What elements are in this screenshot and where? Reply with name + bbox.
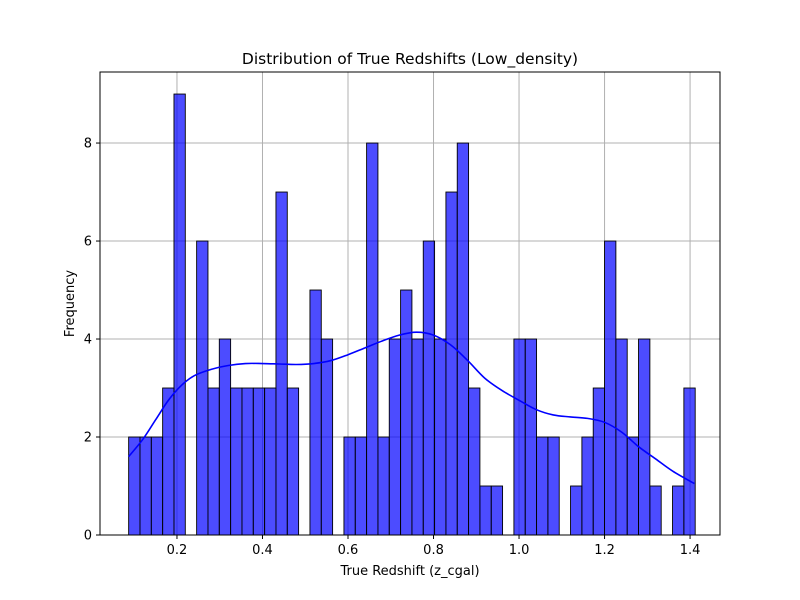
histogram-bar bbox=[252, 387, 266, 536]
x-tick-label: 0.4 bbox=[252, 543, 273, 558]
x-axis-ticks: 0.2 0.4 0.6 0.8 1.0 1.2 1.4 bbox=[167, 535, 701, 558]
y-tick-label: 2 bbox=[84, 431, 92, 446]
y-axis-ticks: 0 2 4 6 8 bbox=[84, 137, 100, 544]
x-axis-label: True Redshift (z_cgal) bbox=[339, 564, 479, 579]
histogram-bar bbox=[513, 338, 526, 536]
histogram-bar bbox=[264, 387, 277, 536]
histogram-bar bbox=[422, 240, 436, 536]
histogram-bar bbox=[581, 436, 594, 536]
histogram-bar bbox=[400, 289, 413, 536]
chart-title: Distribution of True Redshifts (Low_dens… bbox=[242, 50, 578, 69]
plot-frame bbox=[99, 71, 721, 536]
histogram-bar bbox=[490, 485, 504, 536]
histogram-bar bbox=[615, 338, 628, 536]
histogram-bar bbox=[479, 485, 492, 536]
histogram-bar bbox=[207, 387, 220, 536]
histogram-bar bbox=[309, 289, 322, 536]
histogram-bar bbox=[672, 485, 685, 536]
histogram-bar bbox=[445, 191, 458, 536]
histogram-bar bbox=[547, 436, 560, 536]
x-tick-label: 1.4 bbox=[680, 543, 701, 558]
histogram-bar bbox=[592, 387, 606, 536]
histogram-bar bbox=[139, 436, 152, 536]
histogram-bar bbox=[524, 338, 538, 536]
histogram-bar bbox=[128, 436, 141, 536]
histogram-bar bbox=[570, 485, 583, 536]
histogram-bar bbox=[626, 436, 639, 536]
x-tick-label: 0.6 bbox=[338, 543, 359, 558]
histogram-bar bbox=[604, 240, 617, 536]
histogram-bar bbox=[343, 436, 356, 536]
histogram-bar bbox=[196, 240, 209, 536]
histogram-bar bbox=[230, 387, 243, 536]
x-tick-label: 1.0 bbox=[509, 543, 530, 558]
histogram-bar bbox=[456, 142, 470, 536]
kde-curve bbox=[128, 331, 695, 485]
bars-layer bbox=[128, 93, 696, 536]
histogram-bar bbox=[173, 93, 186, 536]
histogram-bar bbox=[388, 338, 402, 536]
x-tick-label: 0.2 bbox=[167, 543, 188, 558]
histogram-bar bbox=[241, 387, 254, 536]
histogram-bar bbox=[683, 387, 696, 536]
histogram-bar bbox=[468, 387, 481, 536]
histogram-bar bbox=[434, 338, 447, 536]
y-tick-label: 6 bbox=[84, 235, 92, 250]
histogram-bar bbox=[162, 387, 175, 536]
y-tick-label: 8 bbox=[84, 137, 92, 152]
histogram-bar bbox=[411, 338, 424, 536]
y-tick-label: 4 bbox=[84, 333, 92, 348]
histogram-bar bbox=[150, 436, 164, 536]
histogram-bar bbox=[649, 485, 662, 536]
histogram-bar bbox=[377, 436, 390, 536]
histogram-bar bbox=[320, 338, 334, 536]
histogram-bar bbox=[536, 436, 549, 536]
x-tick-label: 1.2 bbox=[594, 543, 615, 558]
histogram-bar bbox=[638, 338, 651, 536]
histogram-bar bbox=[366, 142, 379, 536]
x-tick-label: 0.8 bbox=[423, 543, 444, 558]
y-tick-label: 0 bbox=[84, 529, 92, 544]
y-axis-label: Frequency bbox=[63, 270, 78, 337]
histogram-bar bbox=[354, 436, 368, 536]
histogram-bar bbox=[286, 387, 300, 536]
histogram-bar bbox=[218, 338, 232, 536]
